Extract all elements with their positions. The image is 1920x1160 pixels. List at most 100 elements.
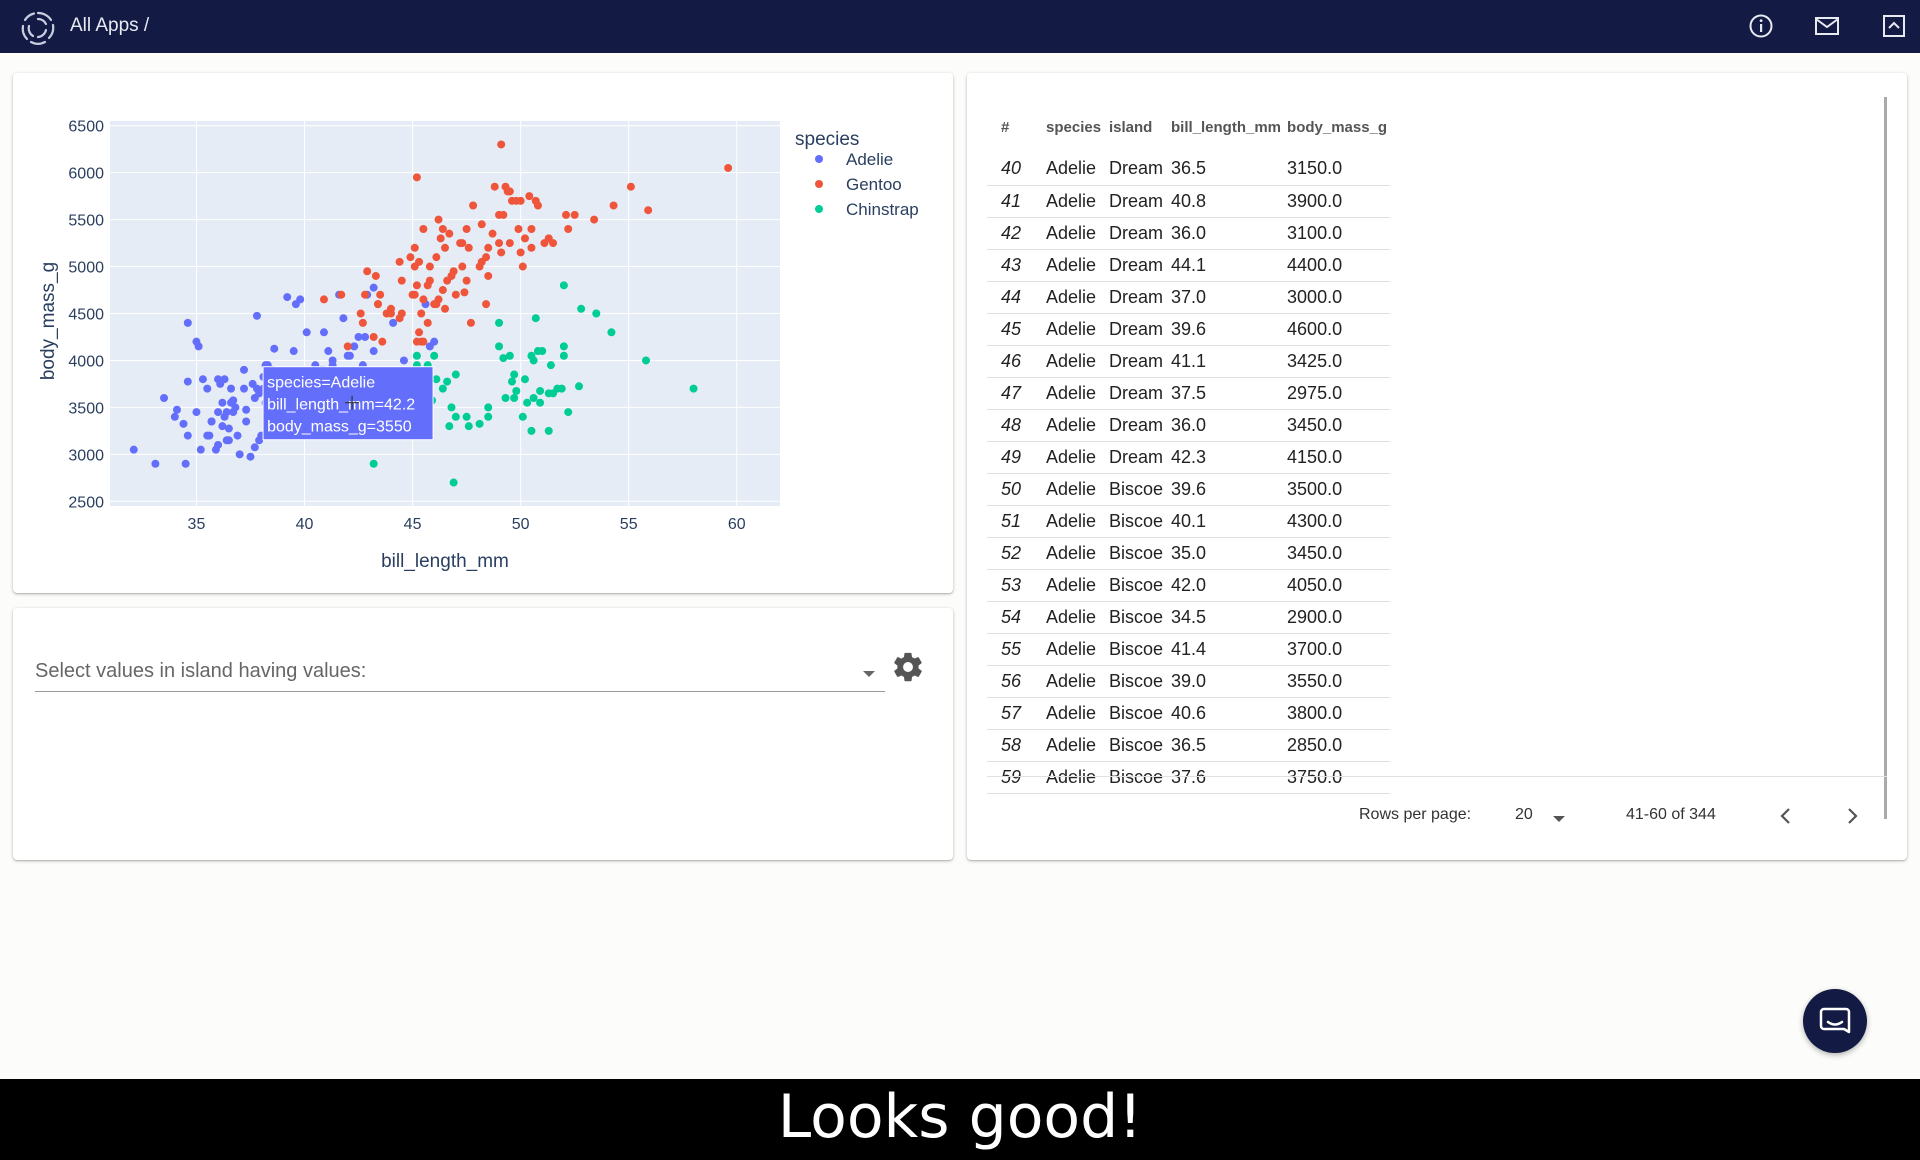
data-point-gentoo[interactable] xyxy=(488,229,497,238)
data-point-gentoo[interactable] xyxy=(376,290,385,299)
data-point-gentoo[interactable] xyxy=(527,243,536,252)
data-point-chinstrap[interactable] xyxy=(505,351,514,360)
vertical-scrollbar[interactable] xyxy=(1884,97,1887,819)
data-point-adelie[interactable] xyxy=(183,318,192,327)
data-point-gentoo[interactable] xyxy=(516,248,525,257)
table-row[interactable]: 47 Adelie Dream 37.5 2975.0 xyxy=(987,377,1391,410)
data-point-chinstrap[interactable] xyxy=(438,384,447,393)
data-point-adelie[interactable] xyxy=(250,443,259,452)
data-point-gentoo[interactable] xyxy=(462,224,471,233)
data-point-adelie[interactable] xyxy=(296,295,305,304)
data-point-adelie[interactable] xyxy=(345,351,354,360)
data-point-gentoo[interactable] xyxy=(356,309,365,318)
data-point-chinstrap[interactable] xyxy=(559,342,568,351)
data-point-adelie[interactable] xyxy=(240,365,248,374)
data-point-adelie[interactable] xyxy=(399,356,408,365)
chevron-right-icon[interactable] xyxy=(1837,801,1867,831)
data-point-gentoo[interactable] xyxy=(525,192,534,201)
data-point-chinstrap[interactable] xyxy=(544,426,553,435)
table-row[interactable]: 51 Adelie Biscoe 40.1 4300.0 xyxy=(987,505,1391,538)
data-point-adelie[interactable] xyxy=(196,445,205,454)
data-point-chinstrap[interactable] xyxy=(449,478,458,487)
data-point-chinstrap[interactable] xyxy=(451,370,460,379)
data-point-adelie[interactable] xyxy=(369,283,378,292)
data-point-chinstrap[interactable] xyxy=(475,419,484,428)
column-header-index[interactable]: # xyxy=(1001,118,1010,136)
data-point-chinstrap[interactable] xyxy=(559,351,568,360)
data-point-chinstrap[interactable] xyxy=(523,398,532,407)
data-point-gentoo[interactable] xyxy=(406,253,415,262)
gear-icon[interactable] xyxy=(891,650,925,684)
data-point-adelie[interactable] xyxy=(207,417,216,426)
data-point-chinstrap[interactable] xyxy=(529,356,538,365)
data-point-chinstrap[interactable] xyxy=(495,318,504,327)
data-point-adelie[interactable] xyxy=(270,344,279,353)
data-point-chinstrap[interactable] xyxy=(451,412,460,421)
data-point-gentoo[interactable] xyxy=(464,243,473,252)
data-point-chinstrap[interactable] xyxy=(508,377,516,386)
data-point-gentoo[interactable] xyxy=(445,229,454,238)
data-point-adelie[interactable] xyxy=(246,452,255,461)
table-row[interactable]: 44 Adelie Dream 37.0 3000.0 xyxy=(987,281,1391,314)
table-row[interactable]: 52 Adelie Biscoe 35.0 3450.0 xyxy=(987,537,1391,570)
data-point-gentoo[interactable] xyxy=(441,243,449,252)
data-point-adelie[interactable] xyxy=(214,408,223,417)
data-point-gentoo[interactable] xyxy=(434,215,443,224)
breadcrumb[interactable]: All Apps / xyxy=(70,15,150,36)
data-point-chinstrap[interactable] xyxy=(559,281,568,290)
data-point-adelie[interactable] xyxy=(183,377,192,386)
data-point-adelie[interactable] xyxy=(129,445,138,454)
data-point-adelie[interactable] xyxy=(198,375,207,384)
data-point-adelie[interactable] xyxy=(283,293,292,302)
data-point-adelie[interactable] xyxy=(203,384,212,393)
data-point-chinstrap[interactable] xyxy=(512,386,521,395)
data-point-adelie[interactable] xyxy=(170,412,179,421)
data-point-gentoo[interactable] xyxy=(343,342,352,351)
legend-marker[interactable] xyxy=(815,155,823,163)
data-point-gentoo[interactable] xyxy=(397,309,406,318)
data-point-adelie[interactable] xyxy=(430,337,439,346)
legend-item-adelie[interactable]: Adelie xyxy=(846,150,893,169)
data-point-gentoo[interactable] xyxy=(484,243,493,252)
data-point-gentoo[interactable] xyxy=(443,276,452,285)
table-row[interactable]: 54 Adelie Biscoe 34.5 2900.0 xyxy=(987,601,1391,634)
data-point-gentoo[interactable] xyxy=(397,276,406,285)
data-point-gentoo[interactable] xyxy=(371,271,380,280)
data-point-gentoo[interactable] xyxy=(462,276,471,285)
data-point-gentoo[interactable] xyxy=(423,281,432,290)
legend-item-chinstrap[interactable]: Chinstrap xyxy=(846,200,919,219)
data-point-chinstrap[interactable] xyxy=(607,328,616,337)
data-point-adelie[interactable] xyxy=(224,424,233,433)
data-point-gentoo[interactable] xyxy=(564,224,573,233)
data-point-gentoo[interactable] xyxy=(562,210,571,219)
data-point-chinstrap[interactable] xyxy=(484,412,493,421)
data-point-gentoo[interactable] xyxy=(412,281,421,290)
data-point-gentoo[interactable] xyxy=(533,201,542,210)
data-point-adelie[interactable] xyxy=(233,431,242,440)
data-point-adelie[interactable] xyxy=(242,417,251,426)
data-point-gentoo[interactable] xyxy=(484,271,493,280)
island-filter-select[interactable]: Select values in island having values: xyxy=(35,660,367,682)
data-point-gentoo[interactable] xyxy=(451,290,460,299)
data-point-gentoo[interactable] xyxy=(417,309,426,318)
data-point-adelie[interactable] xyxy=(350,342,359,351)
data-point-gentoo[interactable] xyxy=(378,337,387,346)
data-point-gentoo[interactable] xyxy=(570,210,579,219)
data-point-gentoo[interactable] xyxy=(590,215,599,224)
data-point-adelie[interactable] xyxy=(369,347,378,356)
data-point-adelie[interactable] xyxy=(203,431,212,440)
data-point-chinstrap[interactable] xyxy=(557,384,566,393)
data-point-gentoo[interactable] xyxy=(520,234,529,243)
data-point-adelie[interactable] xyxy=(235,450,244,459)
data-point-gentoo[interactable] xyxy=(516,196,525,205)
data-point-gentoo[interactable] xyxy=(430,300,439,309)
data-point-chinstrap[interactable] xyxy=(577,304,586,313)
data-point-gentoo[interactable] xyxy=(432,253,441,262)
data-point-gentoo[interactable] xyxy=(724,163,733,172)
data-point-chinstrap[interactable] xyxy=(484,403,493,412)
table-row[interactable]: 49 Adelie Dream 42.3 4150.0 xyxy=(987,441,1391,474)
table-row[interactable]: 58 Adelie Biscoe 36.5 2850.0 xyxy=(987,729,1391,762)
data-point-adelie[interactable] xyxy=(339,314,348,323)
data-point-adelie[interactable] xyxy=(240,384,248,393)
data-point-gentoo[interactable] xyxy=(386,309,395,318)
